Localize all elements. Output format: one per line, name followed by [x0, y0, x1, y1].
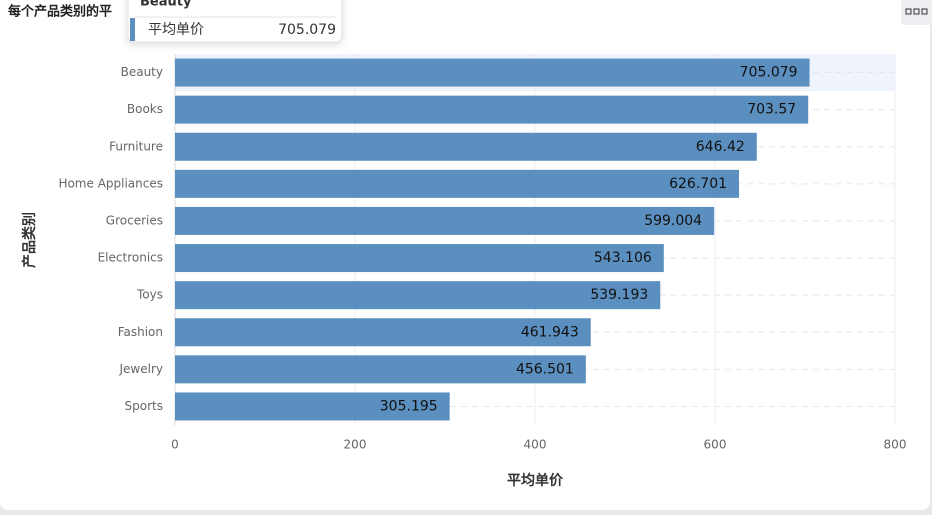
x-tick-label: 800 — [884, 438, 907, 452]
bar — [175, 58, 810, 87]
value-label: 646.42 — [696, 139, 745, 155]
y-tick-label: Home Appliances — [58, 176, 163, 190]
y-tick-label: Groceries — [106, 213, 163, 227]
value-label: 456.501 — [516, 361, 574, 377]
chart-title: 每个产品类别的平 — [8, 4, 112, 20]
y-tick-label: Books — [127, 102, 163, 116]
y-tick-label: Jewelry — [119, 362, 164, 376]
plot-area: 0 200 400 600 800 Beauty 705.079 Books 703.57 Fur… — [58, 54, 906, 452]
y-tick-label: Furniture — [109, 139, 163, 153]
y-tick-label: Electronics — [98, 251, 163, 265]
value-label: 305.195 — [380, 398, 438, 414]
value-label: 543.106 — [594, 250, 652, 266]
tooltip-marker — [130, 18, 135, 41]
bar — [175, 355, 586, 384]
menu-button[interactable] — [901, 0, 932, 25]
value-label: 626.701 — [669, 176, 727, 192]
tooltip-title: Beauty — [140, 0, 192, 10]
value-label: 461.943 — [521, 324, 579, 340]
x-tick-label: 200 — [344, 438, 367, 452]
x-tick-label: 0 — [171, 438, 179, 452]
x-tick-label: 400 — [524, 438, 547, 452]
bar — [175, 244, 664, 273]
tooltip: Beauty 平均单价 705.079 — [127, 0, 343, 43]
value-label: 599.004 — [644, 213, 702, 229]
bar — [175, 318, 591, 347]
y-tick-label: Sports — [125, 399, 163, 413]
bar — [175, 132, 757, 161]
bar — [175, 206, 715, 235]
bar — [175, 95, 809, 124]
bar — [175, 392, 450, 421]
tooltip-box — [127, 0, 343, 43]
bar — [175, 169, 740, 198]
value-label: 703.57 — [747, 102, 796, 118]
bar — [175, 281, 661, 310]
y-axis-title: 产品类别 — [21, 212, 38, 268]
x-tick-label: 600 — [704, 438, 727, 452]
menu-icon[interactable] — [905, 8, 928, 15]
tooltip-value: 705.079 — [278, 22, 336, 38]
y-tick-label: Toys — [136, 288, 163, 302]
value-label: 539.193 — [590, 287, 648, 303]
tooltip-series: 平均单价 — [148, 22, 204, 38]
y-tick-label: Fashion — [118, 325, 163, 339]
x-axis-title: 平均单价 — [507, 472, 564, 489]
y-tick-label: Beauty — [121, 65, 163, 79]
value-label: 705.079 — [740, 65, 798, 81]
